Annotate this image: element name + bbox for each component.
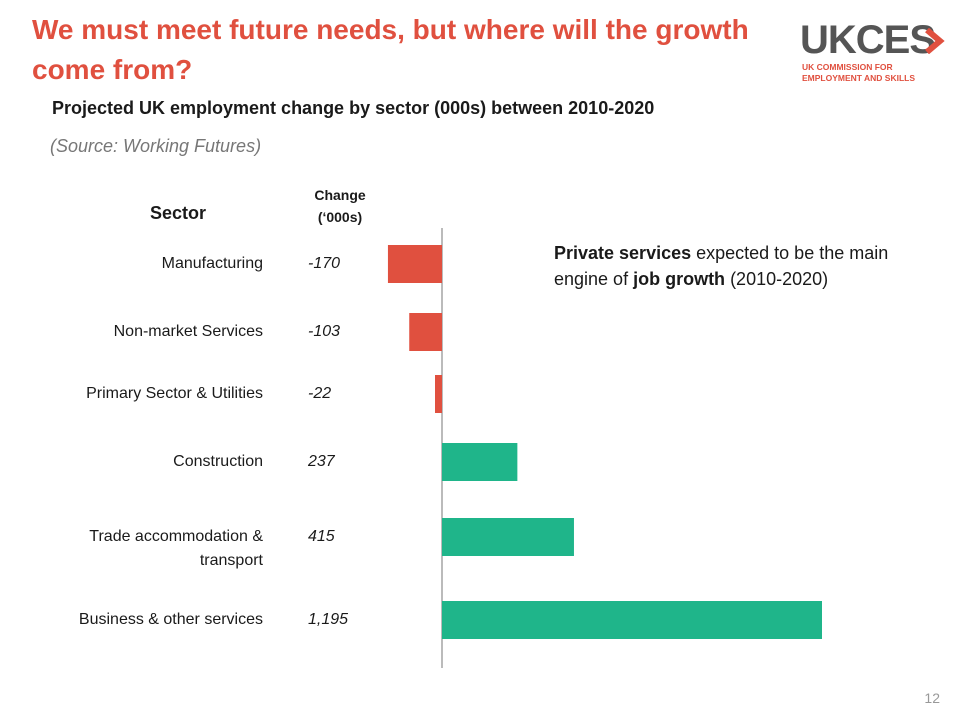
category-label-line: Trade accommodation & xyxy=(89,528,263,545)
page-number: 12 xyxy=(924,690,940,706)
category-label-line: Construction xyxy=(173,453,263,470)
annotation-text-1: expected to be the main engine of xyxy=(554,243,889,289)
logo-wordmark: UKCES xyxy=(800,18,936,62)
chart-annotation: Private services expected to be the main… xyxy=(554,240,914,292)
annotation-text-2: (2010-2020) xyxy=(725,269,829,289)
chart-subtitle: Projected UK employment change by sector… xyxy=(52,98,655,118)
bar-5 xyxy=(442,601,822,639)
category-label-line: Manufacturing xyxy=(161,255,263,272)
category-label-line: Business & other services xyxy=(78,611,263,628)
category-label-line: Non-market Services xyxy=(113,323,263,340)
annotation-bold-1: Private services xyxy=(554,243,692,263)
category-label: Primary Sector & Utilities xyxy=(3,382,263,406)
logo-sub-line-1: UK COMMISSION FOR xyxy=(802,62,893,72)
category-label: Manufacturing xyxy=(3,252,263,276)
slide-title: We must meet future needs, but where wil… xyxy=(32,14,749,85)
value-label: -170 xyxy=(308,255,341,272)
change-column-header: Change (‘000s) xyxy=(290,184,390,228)
value-label: -103 xyxy=(308,323,341,340)
category-label: Non-market Services xyxy=(3,320,263,344)
category-label: Business & other services xyxy=(3,608,263,632)
change-header-line-2: (‘000s) xyxy=(317,209,363,225)
sector-column-header: Sector xyxy=(150,203,207,223)
bar-3 xyxy=(442,443,518,481)
logo-subtitle: UK COMMISSION FOR EMPLOYMENT AND SKILLS xyxy=(802,62,952,84)
bar-0 xyxy=(387,245,442,283)
logo-arrow-icon xyxy=(925,28,945,54)
ukces-logo: UKCES UK COMMISSION FOR EMPLOYMENT AND S… xyxy=(800,20,950,90)
value-label: -22 xyxy=(308,385,332,402)
value-label: 237 xyxy=(308,453,335,470)
bar-1 xyxy=(409,313,442,351)
category-label: Trade accommodation & transport xyxy=(3,525,263,573)
logo-sub-line-2: EMPLOYMENT AND SKILLS xyxy=(802,73,916,83)
source-note: (Source: Working Futures) xyxy=(50,136,262,156)
category-label-line: Primary Sector & Utilities xyxy=(86,385,263,402)
value-label: 415 xyxy=(308,528,335,545)
annotation-bold-2: job growth xyxy=(633,269,726,289)
category-label: Construction xyxy=(3,450,263,474)
category-label-line: transport xyxy=(199,552,263,569)
bar-4 xyxy=(442,518,574,556)
bar-2 xyxy=(435,375,442,413)
change-header-line-1: Change xyxy=(314,187,366,203)
value-label: 1,195 xyxy=(308,611,349,628)
